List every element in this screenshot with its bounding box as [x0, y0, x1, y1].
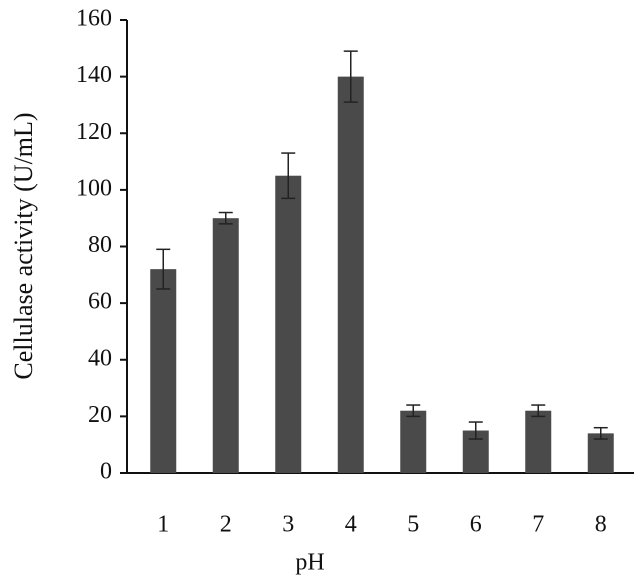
x-tick-label: 2	[220, 512, 232, 538]
bar	[587, 433, 614, 473]
x-tick-label: 5	[407, 512, 419, 538]
bar	[400, 410, 427, 473]
y-tick-label: 160	[76, 6, 112, 32]
y-tick-label: 80	[88, 232, 112, 258]
y-tick-label: 0	[100, 459, 112, 485]
bar	[525, 410, 552, 473]
x-tick-label: 4	[345, 512, 357, 538]
y-tick-label: 140	[76, 62, 112, 88]
x-axis-label: pH	[295, 550, 324, 576]
x-tick-label: 1	[157, 512, 169, 538]
y-tick-label: 120	[76, 119, 112, 145]
y-axis-label: Cellulase activity (U/mL)	[9, 112, 38, 379]
x-tick-label: 8	[595, 512, 607, 538]
x-tick-label: 6	[470, 512, 482, 538]
y-tick-label: 60	[88, 289, 112, 315]
bar	[275, 175, 302, 473]
y-tick-label: 100	[76, 175, 112, 201]
y-tick-label: 40	[88, 345, 112, 371]
bar	[212, 218, 239, 473]
y-tick-label: 20	[88, 402, 112, 428]
bar	[150, 269, 177, 473]
x-tick-label: 3	[282, 512, 294, 538]
x-tick-label: 7	[532, 512, 544, 538]
bar	[337, 76, 364, 473]
